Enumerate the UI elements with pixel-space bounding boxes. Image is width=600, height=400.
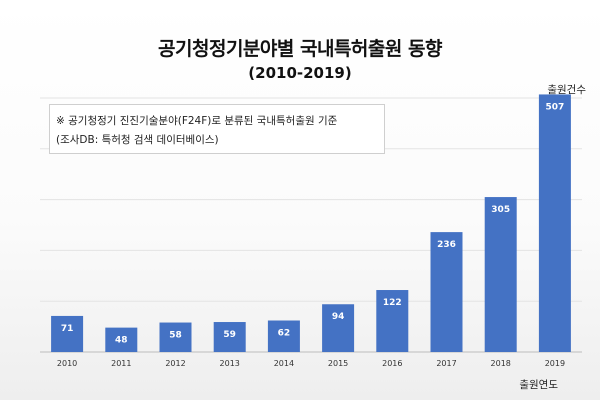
data-label: 62	[278, 329, 291, 339]
data-labels: 71 48 58 59 62 94 122 236 305 507	[61, 102, 564, 345]
x-tick-label: 2018	[491, 359, 511, 368]
bar-2015	[322, 304, 355, 352]
x-axis-label: 출원연도	[519, 379, 558, 391]
bar-2013	[213, 322, 246, 352]
bar-2014	[267, 320, 300, 352]
x-tick-label: 2017	[436, 359, 456, 368]
data-label: 305	[491, 205, 510, 215]
data-label: 58	[169, 331, 182, 341]
chart-title: 공기청정기분야별 국내특허출원 동향	[158, 38, 442, 60]
x-tick-label: 2015	[328, 359, 348, 368]
bar-2012	[159, 322, 192, 352]
bar-2016	[376, 290, 409, 352]
bars	[51, 94, 571, 352]
x-tick-label: 2013	[220, 359, 240, 368]
x-tick-label: 2019	[545, 359, 565, 368]
annotation-line: ※ 공기청정기 진진기술분야(F24F)로 분류된 국내특허출원 기준	[56, 115, 338, 127]
data-label: 71	[61, 324, 74, 334]
data-label: 236	[437, 240, 456, 250]
bar-2017	[430, 232, 463, 352]
x-tick-label: 2016	[382, 359, 402, 368]
chart-subtitle: (2010-2019)	[248, 64, 352, 82]
annotation-line: (조사DB: 특허청 검색 데이터베이스)	[56, 134, 219, 146]
bar-2011	[105, 327, 138, 352]
bar-2018	[484, 197, 517, 352]
bar-2010	[51, 315, 84, 352]
data-label: 59	[223, 330, 236, 340]
x-tick-label: 2011	[111, 359, 131, 368]
x-tick-labels: 2010 2011 2012 2013 2014 2015 2016 2017 2018 2019	[57, 359, 565, 368]
data-label: 94	[332, 312, 345, 322]
x-tick-label: 2012	[165, 359, 185, 368]
x-tick-label: 2010	[57, 359, 77, 368]
bar-2019	[538, 94, 571, 352]
annotation-box: ※ 공기청정기 진진기술분야(F24F)로 분류된 국내특허출원 기준 (조사D…	[49, 104, 385, 154]
x-tick-label: 2014	[274, 359, 294, 368]
data-label: 122	[383, 298, 402, 308]
data-label: 48	[115, 336, 128, 346]
data-label: 507	[546, 102, 565, 112]
y-axis-label: 출원건수	[547, 84, 586, 96]
